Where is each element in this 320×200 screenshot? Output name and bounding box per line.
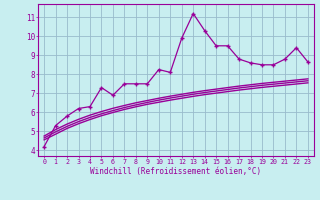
- X-axis label: Windchill (Refroidissement éolien,°C): Windchill (Refroidissement éolien,°C): [91, 167, 261, 176]
